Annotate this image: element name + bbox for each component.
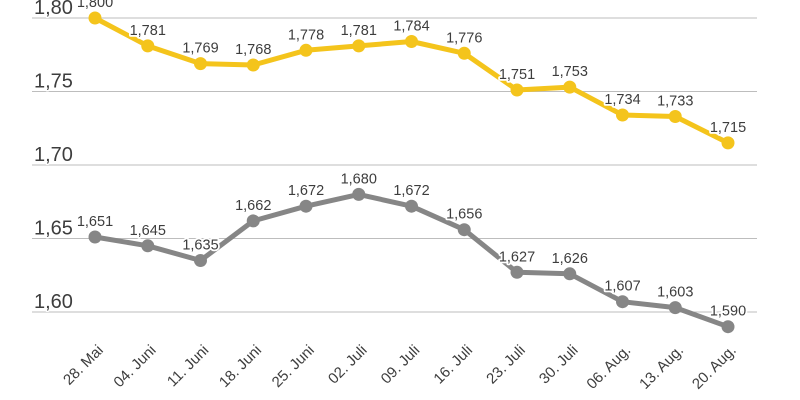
value-label: 1,715 [710, 120, 746, 136]
data-point [405, 35, 418, 48]
value-label: 1,778 [288, 27, 324, 43]
data-point [352, 187, 366, 201]
data-point [668, 110, 682, 123]
y-tick-label: 1,65 [34, 218, 73, 240]
value-label: 1,769 [182, 41, 218, 57]
value-label: 1,800 [77, 0, 113, 11]
value-label: 1,680 [341, 171, 377, 187]
value-label: 1,672 [288, 183, 324, 199]
x-tick-label: 02. Juli [325, 342, 371, 388]
data-point [721, 136, 735, 150]
x-tick-label: 09. Juli [378, 342, 424, 388]
data-point [299, 199, 313, 213]
data-point [457, 46, 471, 60]
value-label: 1,768 [235, 42, 271, 58]
value-label: 1,607 [604, 279, 640, 295]
x-tick-label: 13. Aug. [636, 342, 687, 393]
data-point [88, 11, 102, 25]
data-point [616, 108, 629, 122]
value-label: 1,781 [341, 23, 377, 39]
y-tick-label: 1,60 [34, 291, 73, 313]
data-point [246, 214, 260, 228]
value-label: 1,672 [393, 183, 429, 199]
value-label: 1,627 [499, 249, 535, 265]
value-label: 1,603 [657, 285, 693, 301]
data-point [405, 199, 418, 213]
value-label: 1,635 [182, 238, 218, 254]
data-point [616, 295, 629, 309]
data-point [510, 83, 524, 97]
y-tick-label: 1,75 [34, 71, 73, 93]
lower-gray-line [92, 191, 731, 330]
value-label: 1,662 [235, 198, 271, 214]
data-point [563, 80, 577, 94]
data-point [246, 58, 260, 72]
x-tick-label: 25. Juni [269, 342, 318, 391]
y-tick-label: 1,80 [34, 0, 73, 19]
value-label: 1,656 [446, 207, 482, 223]
value-label: 1,734 [604, 92, 640, 108]
data-point [299, 43, 313, 57]
y-tick-label: 1,70 [34, 144, 73, 166]
x-tick-label: 16. Juli [430, 342, 476, 388]
x-tick-label: 20. Aug. [689, 342, 740, 393]
value-label: 1,784 [393, 19, 429, 35]
data-point [141, 239, 155, 253]
data-point [457, 223, 471, 237]
x-tick-label: 06. Aug. [583, 342, 634, 393]
x-tick-label: 18. Juni [216, 342, 265, 391]
value-label: 1,733 [657, 94, 693, 110]
value-label: 1,645 [130, 223, 166, 239]
value-label: 1,781 [130, 23, 166, 39]
x-tick-label: 23. Juli [483, 342, 529, 388]
value-label: 1,751 [499, 67, 535, 83]
data-point [668, 301, 682, 315]
data-point [721, 320, 735, 334]
x-tick-label: 28. Mai [60, 342, 107, 389]
data-point [194, 57, 207, 71]
value-label: 1,753 [552, 64, 588, 80]
value-label: 1,626 [552, 251, 588, 267]
data-point [88, 230, 102, 244]
x-tick-label: 30. Juli [536, 342, 582, 388]
x-tick-label: 11. Juni [164, 342, 212, 390]
data-point [510, 265, 524, 279]
data-point [352, 39, 366, 53]
value-label: 1,590 [710, 304, 746, 320]
data-point [141, 39, 155, 53]
x-tick-label: 04. Juni [110, 342, 159, 391]
value-label: 1,776 [446, 30, 482, 46]
data-point [194, 254, 207, 267]
data-point [563, 267, 577, 281]
value-label: 1,651 [77, 214, 113, 230]
